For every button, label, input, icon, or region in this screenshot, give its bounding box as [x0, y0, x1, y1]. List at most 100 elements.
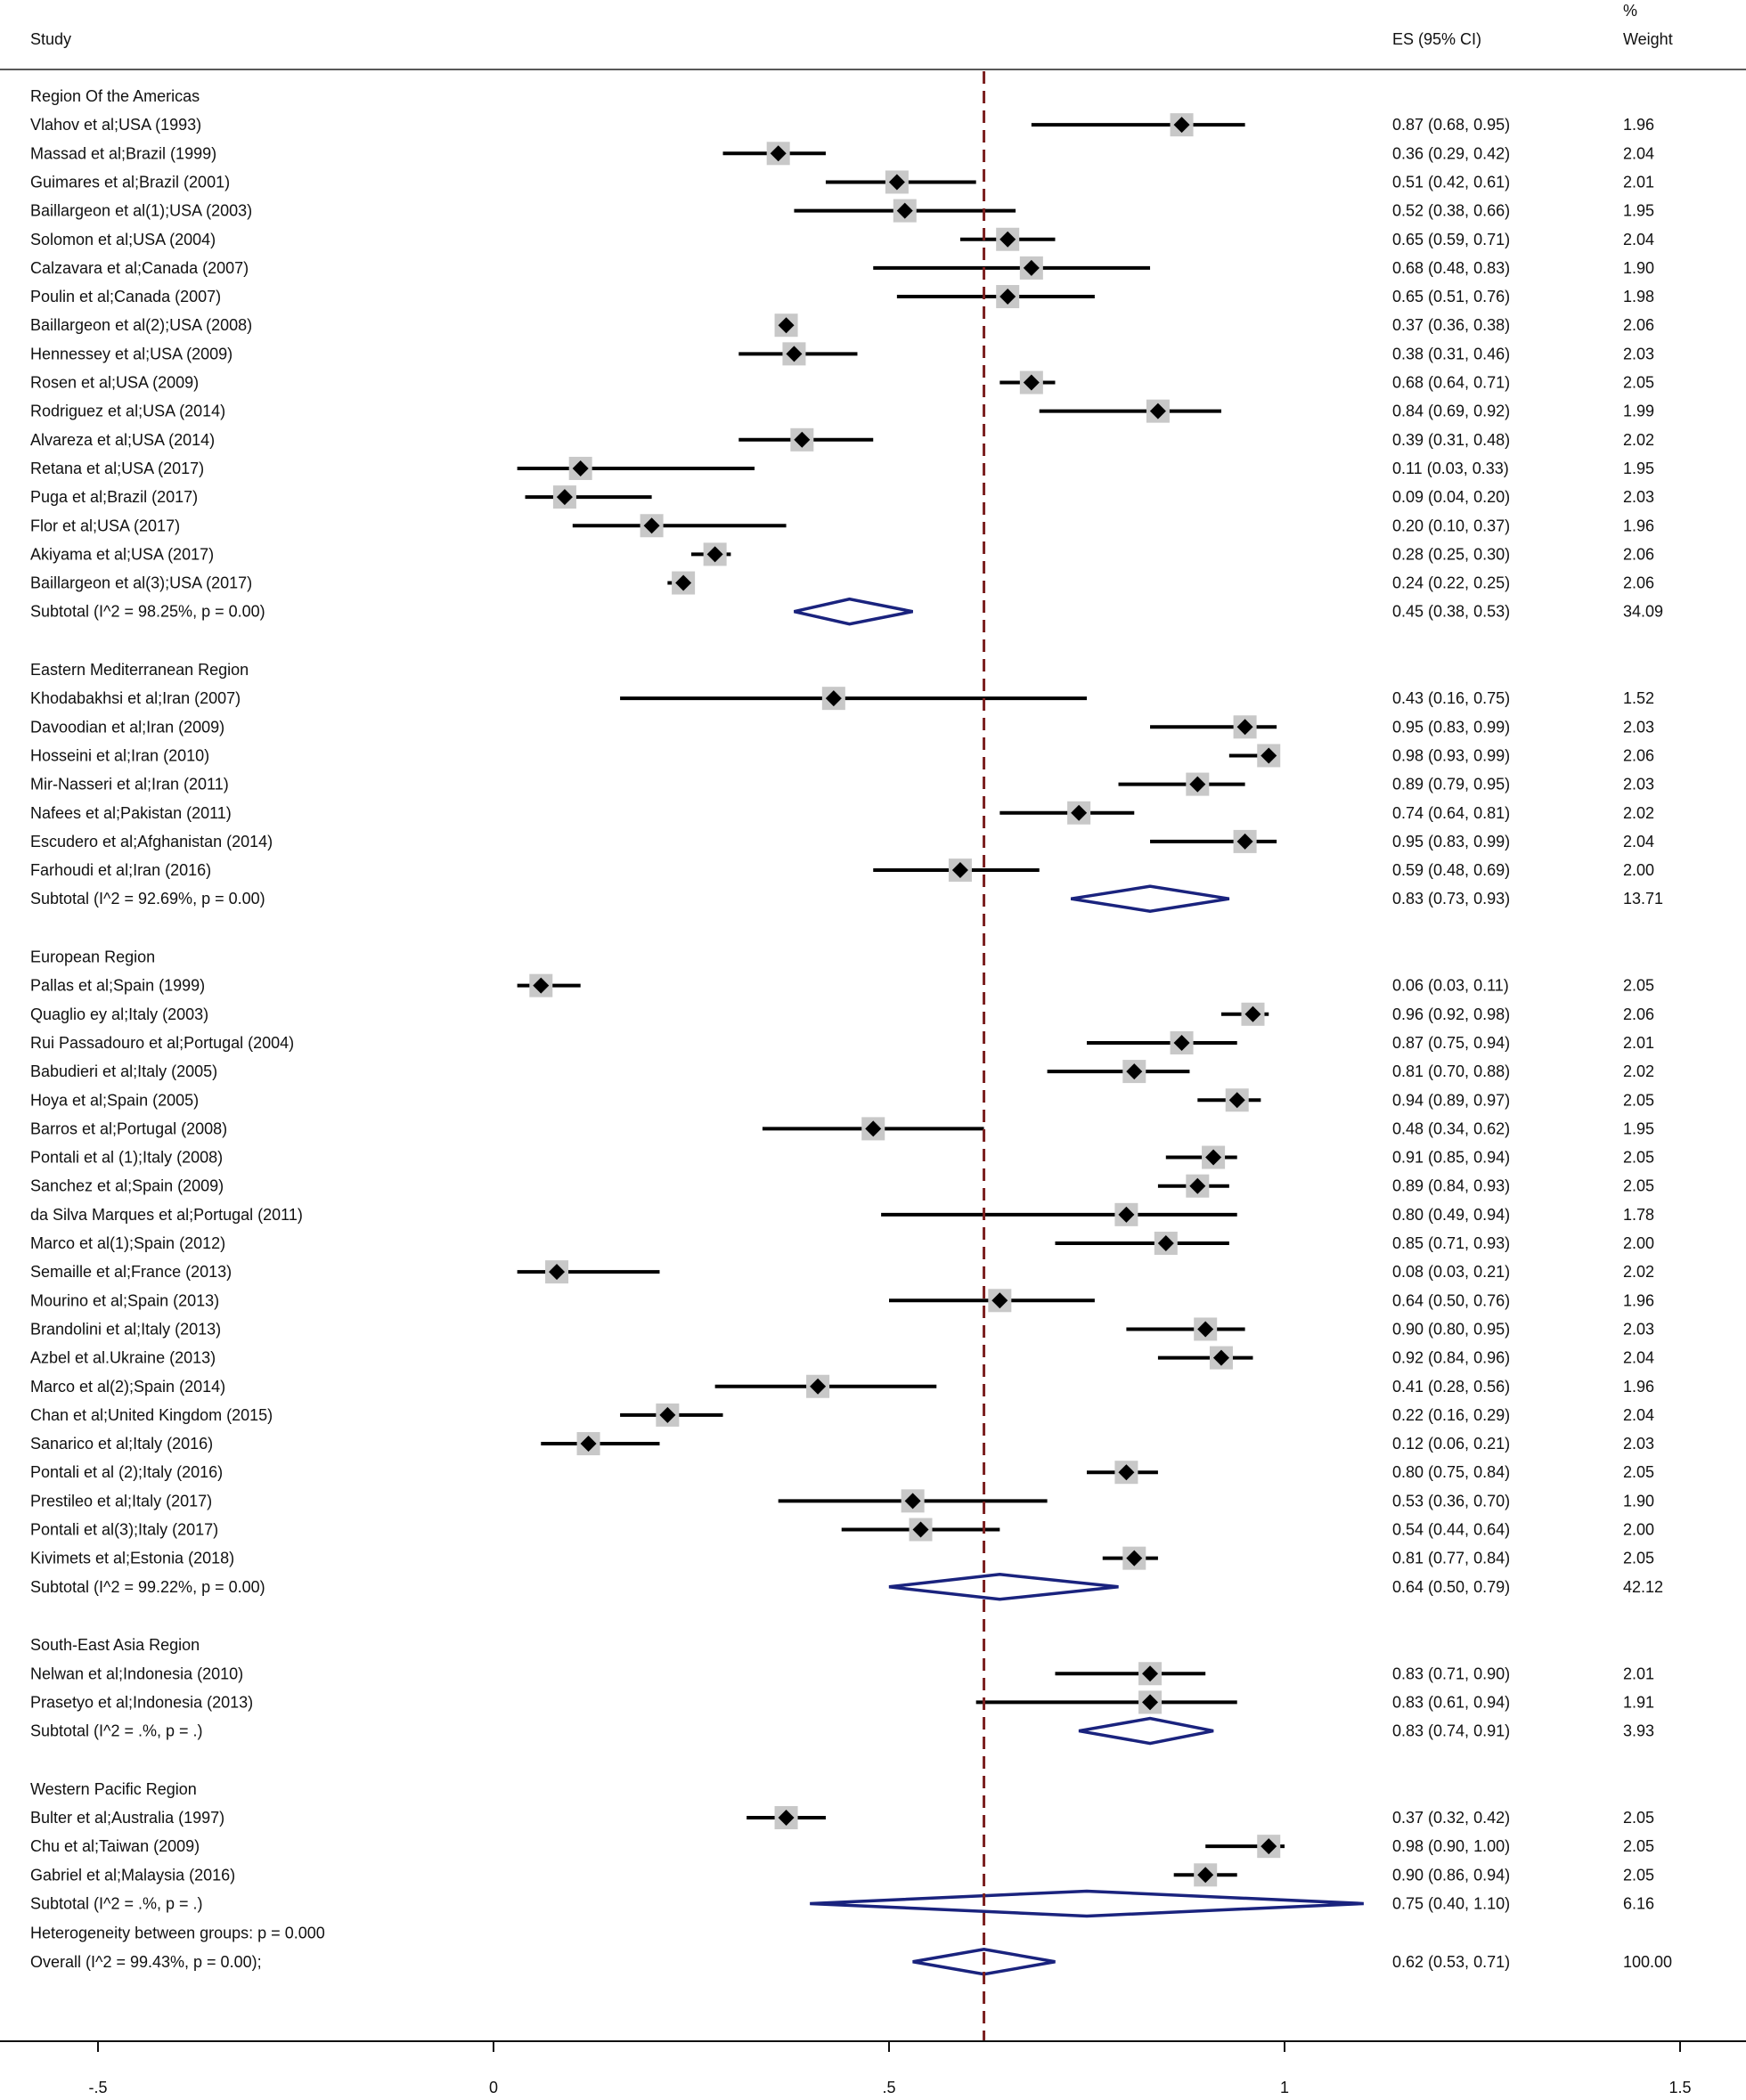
- study-weight: 2.05: [1623, 1177, 1654, 1195]
- subtotal-ci-text: 0.75 (0.40, 1.10): [1392, 1894, 1510, 1912]
- point-estimate: [810, 1378, 827, 1395]
- point-estimate: [1157, 1235, 1174, 1251]
- subtotal-weight: 42.12: [1623, 1578, 1663, 1596]
- study-weight: 2.03: [1623, 345, 1654, 362]
- study-ci-text: 0.65 (0.59, 0.71): [1392, 231, 1510, 248]
- study-label: Brandolini et al;Italy (2013): [30, 1320, 221, 1338]
- study-ci-text: 0.65 (0.51, 0.76): [1392, 288, 1510, 305]
- point-estimate: [999, 289, 1016, 305]
- subtotal-diamond: [888, 1573, 1119, 1601]
- study-weight: 2.01: [1623, 173, 1654, 191]
- study-label: Puga et al;Brazil (2017): [30, 488, 198, 506]
- study-ci-text: 0.83 (0.71, 0.90): [1392, 1665, 1510, 1682]
- study-label: Massad et al;Brazil (1999): [30, 144, 216, 162]
- point-estimate: [896, 202, 913, 219]
- study-ci-text: 0.41 (0.28, 0.56): [1392, 1378, 1510, 1396]
- point-estimate: [1071, 804, 1088, 821]
- study-ci-text: 0.96 (0.92, 0.98): [1392, 1005, 1510, 1023]
- study-ci-text: 0.54 (0.44, 0.64): [1392, 1521, 1510, 1539]
- study-ci-text: 0.68 (0.48, 0.83): [1392, 259, 1510, 277]
- point-estimate: [888, 174, 905, 191]
- study-ci-text: 0.90 (0.86, 0.94): [1392, 1866, 1510, 1884]
- study-label: Marco et al(1);Spain (2012): [30, 1234, 225, 1252]
- study-ci-text: 0.90 (0.80, 0.95): [1392, 1320, 1510, 1338]
- point-estimate: [549, 1264, 566, 1281]
- point-estimate: [1189, 1177, 1206, 1194]
- study-weight: 2.03: [1623, 488, 1654, 506]
- point-estimate: [1149, 403, 1166, 419]
- x-tick-label: 1.5: [1668, 2079, 1691, 2096]
- study-label: Escudero et al;Afghanistan (2014): [30, 833, 273, 851]
- point-estimate: [1228, 1092, 1245, 1109]
- study-weight: 2.00: [1623, 861, 1654, 879]
- point-estimate: [1189, 776, 1206, 793]
- point-estimate: [675, 574, 692, 591]
- study-ci-text: 0.59 (0.48, 0.69): [1392, 861, 1510, 879]
- subtotal-weight: 3.93: [1623, 1722, 1654, 1740]
- study-weight: 1.96: [1623, 1291, 1654, 1309]
- point-estimate: [706, 546, 723, 563]
- study-label: Rui Passadouro et al;Portugal (2004): [30, 1034, 294, 1052]
- study-ci-text: 0.80 (0.49, 0.94): [1392, 1206, 1510, 1224]
- point-estimate: [1197, 1867, 1214, 1884]
- subtotal-ci-text: 0.45 (0.38, 0.53): [1392, 603, 1510, 621]
- study-label: Marco et al(2);Spain (2014): [30, 1378, 225, 1396]
- forest-rows: Region Of the Americas Vlahov et al;USA (…: [30, 71, 1672, 2041]
- study-weight: 2.03: [1623, 718, 1654, 736]
- study-ci-text: 0.48 (0.34, 0.62): [1392, 1119, 1510, 1137]
- study-weight: 1.90: [1623, 259, 1654, 277]
- study-label: Babudieri et al;Italy (2005): [30, 1062, 217, 1080]
- study-weight: 2.05: [1623, 977, 1654, 995]
- point-estimate: [533, 977, 550, 994]
- subtotal-diamond: [1078, 1716, 1214, 1746]
- group-title: Region Of the Americas: [30, 87, 200, 105]
- study-ci-text: 0.52 (0.38, 0.66): [1392, 202, 1510, 220]
- study-ci-text: 0.09 (0.04, 0.20): [1392, 488, 1510, 506]
- subtotal-diamond: [1070, 884, 1230, 913]
- point-estimate: [1236, 719, 1253, 736]
- header-es: ES (95% CI): [1392, 30, 1481, 48]
- study-label: Azbel et al.Ukraine (2013): [30, 1349, 216, 1367]
- study-label: Nafees et al;Pakistan (2011): [30, 804, 232, 822]
- study-weight: 1.96: [1623, 517, 1654, 534]
- study-weight: 1.95: [1623, 202, 1654, 220]
- x-tick-label: 1: [1280, 2079, 1289, 2096]
- study-ci-text: 0.81 (0.70, 0.88): [1392, 1062, 1510, 1080]
- study-weight: 2.03: [1623, 776, 1654, 794]
- study-weight: 1.99: [1623, 403, 1654, 420]
- study-label: Chu et al;Taiwan (2009): [30, 1837, 200, 1855]
- study-label: Poulin et al;Canada (2007): [30, 288, 221, 305]
- study-weight: 1.95: [1623, 460, 1654, 477]
- study-weight: 2.04: [1623, 144, 1654, 162]
- study-label: Farhoudi et al;Iran (2016): [30, 861, 211, 879]
- study-weight: 2.05: [1623, 1550, 1654, 1567]
- study-weight: 2.02: [1623, 431, 1654, 449]
- point-estimate: [1023, 259, 1040, 276]
- study-ci-text: 0.64 (0.50, 0.76): [1392, 1291, 1510, 1309]
- study-weight: 2.04: [1623, 231, 1654, 248]
- study-label: Pontali et al(3);Italy (2017): [30, 1521, 218, 1539]
- study-ci-text: 0.83 (0.61, 0.94): [1392, 1693, 1510, 1711]
- point-estimate: [991, 1292, 1008, 1309]
- study-label: Guimares et al;Brazil (2001): [30, 173, 230, 191]
- heterogeneity-between-groups: Heterogeneity between groups: p = 0.000: [30, 1925, 325, 1942]
- point-estimate: [580, 1436, 597, 1453]
- point-estimate: [778, 317, 795, 334]
- group-title: European Region: [30, 948, 155, 966]
- study-ci-text: 0.89 (0.84, 0.93): [1392, 1177, 1510, 1195]
- study-ci-text: 0.87 (0.75, 0.94): [1392, 1034, 1510, 1052]
- study-weight: 2.02: [1623, 1062, 1654, 1080]
- study-weight: 1.78: [1623, 1206, 1654, 1224]
- point-estimate: [556, 489, 573, 506]
- study-weight: 1.96: [1623, 1378, 1654, 1396]
- study-ci-text: 0.74 (0.64, 0.81): [1392, 804, 1510, 822]
- x-tick-label: .5: [882, 2079, 895, 2096]
- study-ci-text: 0.95 (0.83, 0.99): [1392, 833, 1510, 851]
- study-weight: 2.03: [1623, 1435, 1654, 1453]
- study-ci-text: 0.85 (0.71, 0.93): [1392, 1234, 1510, 1252]
- header-study: Study: [30, 30, 71, 48]
- point-estimate: [778, 1810, 795, 1826]
- point-estimate: [1244, 1005, 1261, 1022]
- study-weight: 2.06: [1623, 574, 1654, 592]
- point-estimate: [1142, 1665, 1159, 1682]
